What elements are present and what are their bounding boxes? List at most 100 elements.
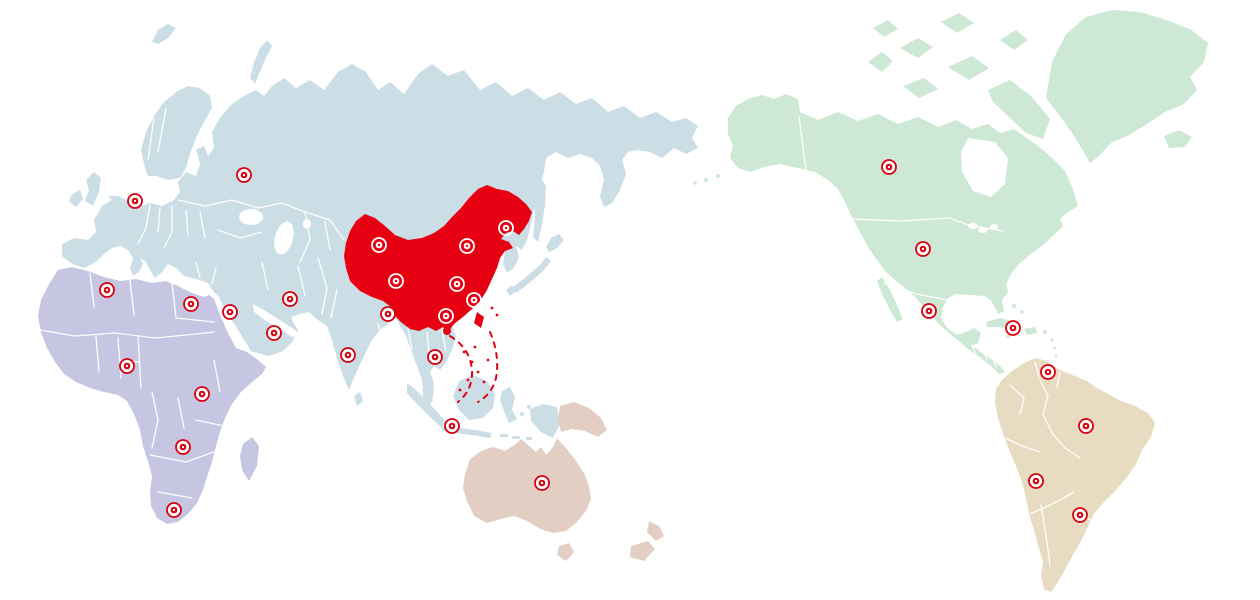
marker-outer-ring (449, 276, 465, 292)
scs-islet-1 (462, 350, 466, 354)
hudson-bay (961, 138, 1008, 197)
continent-south-america (995, 358, 1155, 592)
marker-pin-hole (272, 331, 276, 335)
target-marker-chile (1028, 473, 1044, 489)
marker-pin-hole (921, 247, 925, 251)
target-marker-north-africa (99, 282, 115, 298)
marker-pin-hole (472, 298, 476, 302)
greenland (1046, 10, 1208, 163)
scs-islet-5 (482, 380, 486, 384)
arctic-island-2 (900, 38, 933, 58)
scs-islet-10 (490, 306, 494, 310)
marker-pin-hole (465, 244, 469, 248)
target-marker-central-europe (127, 193, 143, 209)
marker-pin-hole (455, 282, 459, 286)
arctic-island-1 (868, 52, 893, 72)
moluccas-2 (527, 405, 531, 409)
arctic-island-6 (1000, 30, 1028, 50)
target-marker-north-india (380, 306, 396, 322)
location-markers-layer (99, 159, 1094, 523)
target-marker-central-china (449, 276, 465, 292)
marker-pin-hole (540, 481, 544, 485)
marker-pin-hole (1046, 370, 1050, 374)
ireland (69, 190, 83, 207)
target-marker-russia (236, 167, 252, 183)
target-marker-east-africa (194, 386, 210, 402)
marker-pin-hole (228, 310, 232, 314)
africa-mainland (38, 267, 266, 524)
continent-africa (38, 267, 266, 524)
target-marker-india (340, 347, 356, 363)
novaya-zemlya (250, 40, 272, 84)
target-marker-north-china (459, 238, 475, 254)
iceland (1164, 130, 1192, 148)
continent-oceania (463, 402, 664, 561)
arctic-island-7 (873, 20, 898, 37)
marker-pin-hole (1078, 513, 1082, 517)
marker-pin-hole (346, 353, 350, 357)
north-america-seas (961, 138, 1008, 233)
new-zealand-south (630, 541, 655, 561)
baffin-island (988, 80, 1050, 139)
marker-pin-hole (181, 445, 185, 449)
target-marker-usa (915, 241, 931, 257)
lesser-sunda-1 (500, 434, 508, 437)
persian-gulf-sea (253, 304, 299, 337)
scs-islet-9 (495, 313, 499, 317)
tasmania (557, 543, 574, 561)
marker-pin-hole (386, 312, 390, 316)
inland-seas (207, 209, 311, 358)
baja-california (877, 277, 903, 322)
lesser-sunda-3 (526, 437, 532, 440)
target-marker-northeast-china (498, 220, 514, 236)
target-marker-venezuela (1040, 364, 1056, 380)
marker-pin-hole (887, 165, 891, 169)
marker-pin-hole (200, 392, 204, 396)
antilles-2 (1053, 346, 1057, 350)
japan-hokkaido (546, 234, 564, 252)
nine-dash-line (449, 331, 499, 403)
marker-pin-hole (377, 243, 381, 247)
arctic-island-4 (948, 56, 989, 80)
marker-pin-hole (172, 508, 176, 512)
target-marker-persian-gulf (282, 291, 298, 307)
new-zealand-north (647, 521, 664, 541)
marker-pin-hole (1084, 424, 1088, 428)
nine-dash-east-arc (477, 331, 499, 403)
hispaniola (1024, 327, 1038, 335)
marker-pin-hole (1011, 326, 1015, 330)
papua-new-guinea (558, 402, 607, 437)
sulawesi (500, 387, 517, 423)
marker-pin-hole (433, 355, 437, 359)
scs-islet-4 (466, 378, 470, 382)
sakhalin (533, 178, 546, 242)
target-marker-west-china (388, 273, 404, 289)
hainan (443, 327, 451, 335)
antilles-3 (1054, 354, 1058, 358)
target-marker-south-china (438, 308, 454, 324)
aleutian-3 (693, 181, 697, 185)
marker-pin-hole (105, 288, 109, 292)
country-china-highlight (344, 185, 532, 392)
target-marker-southeast-asia (427, 349, 443, 365)
marker-outer-ring (438, 308, 454, 324)
marker-pin-hole (125, 364, 129, 368)
south-america-mainland (995, 358, 1155, 592)
marker-pin-hole (288, 297, 292, 301)
marker-pin-hole (450, 424, 454, 428)
target-marker-indonesia (444, 418, 460, 434)
marker-pin-hole (242, 173, 246, 177)
target-marker-zambia (175, 439, 191, 455)
scs-islet-8 (486, 358, 490, 362)
arctic-island-5 (903, 78, 938, 98)
marker-pin-hole (1034, 479, 1038, 483)
marker-pin-hole (504, 226, 508, 230)
taiwan (474, 312, 484, 328)
jamaica (1006, 334, 1010, 338)
sri-lanka (354, 392, 363, 406)
target-marker-australia (534, 475, 550, 491)
target-marker-xinjiang-china (371, 237, 387, 253)
marker-pin-hole (927, 309, 931, 313)
